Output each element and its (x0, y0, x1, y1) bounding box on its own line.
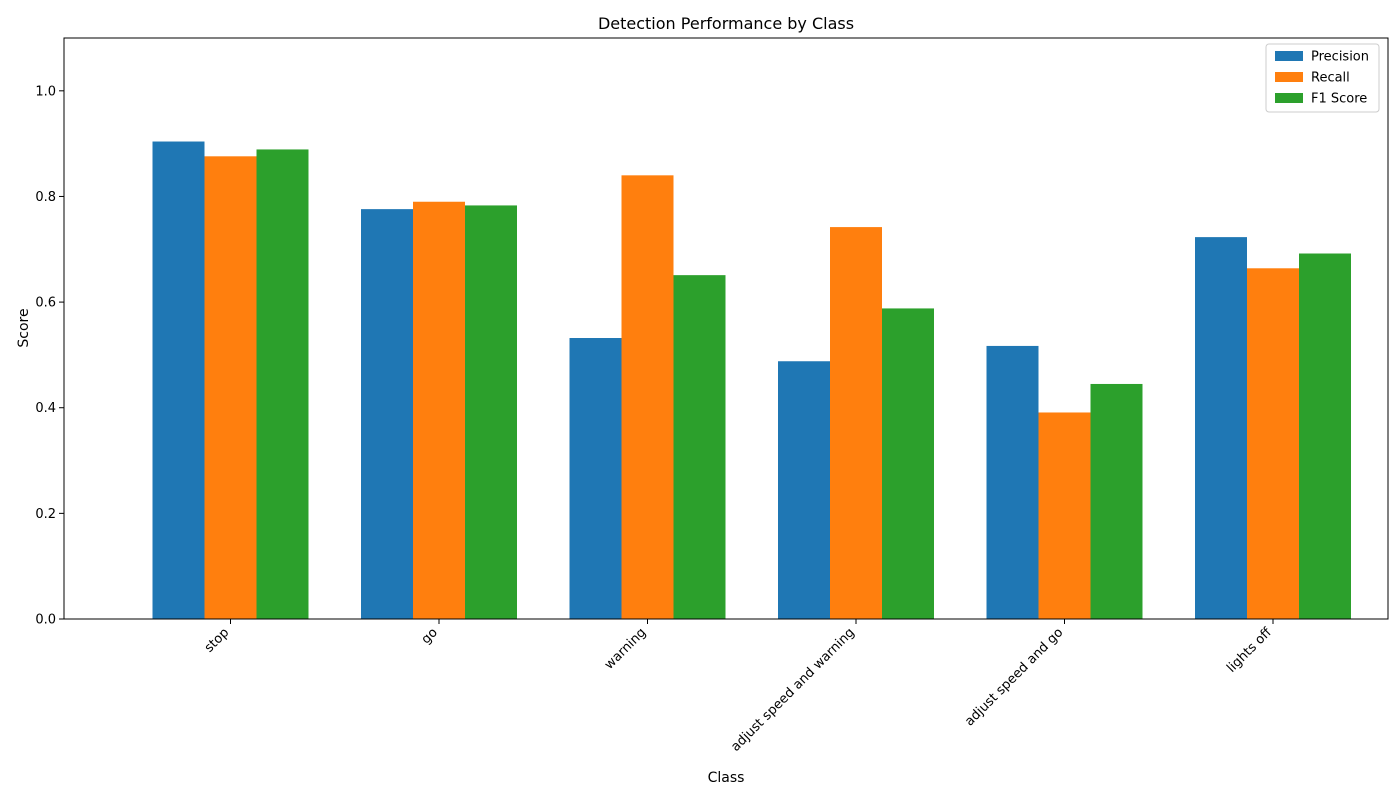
x-tick-label: lights off (1224, 624, 1275, 675)
bar-recall-adjust-speed-and-go (1038, 412, 1091, 619)
legend-label: Precision (1311, 50, 1369, 65)
legend-label: Recall (1311, 71, 1350, 86)
y-tick-label: 0.0 (35, 613, 56, 628)
bar-precision-stop (152, 141, 205, 619)
y-tick-label: 0.6 (35, 296, 56, 311)
legend-swatch (1275, 72, 1303, 82)
bar-recall-stop (204, 156, 257, 619)
y-tick-label: 0.8 (35, 190, 56, 205)
bar-f1-score-adjust-speed-and-go (1090, 383, 1143, 619)
bar-f1-score-warning (673, 275, 726, 619)
bar-recall-go (413, 201, 465, 620)
bar-f1-score-lights-off (1299, 253, 1351, 619)
bar-recall-warning (621, 175, 674, 619)
chart-title: Detection Performance by Class (598, 14, 854, 33)
bar-precision-warning (569, 338, 622, 619)
plot-area: 0.0 0.2 0.4 0.6 0.8 1.0 stop go warning adjust sp… (35, 37, 1389, 755)
axes-frame (63, 37, 1389, 620)
legend: Precision Recall F1 Score (1265, 43, 1380, 113)
bar-f1-score-adjust-speed-and-warning (882, 308, 934, 619)
x-tick-label: adjust speed and go (962, 625, 1066, 729)
bar-precision-adjust-speed-and-go (986, 345, 1039, 619)
x-tick-label: go (419, 625, 441, 647)
bar-f1-score-go (465, 205, 517, 619)
y-tick-label: 0.2 (35, 507, 56, 522)
bar-recall-lights-off (1247, 268, 1299, 619)
legend-swatch (1275, 51, 1303, 61)
legend-swatch (1275, 93, 1303, 103)
x-axis-label: Class (708, 770, 745, 786)
x-tick-label: warning (602, 625, 649, 672)
legend-label: F1 Score (1311, 92, 1367, 107)
bar-precision-go (361, 209, 413, 619)
bar-precision-adjust-speed-and-warning (778, 361, 830, 619)
bar-f1-score-stop (256, 149, 309, 619)
y-tick-label: 1.0 (35, 84, 56, 99)
x-tick-label: stop (202, 625, 232, 655)
bar-recall-adjust-speed-and-warning (830, 227, 882, 619)
y-tick-label: 0.4 (35, 401, 56, 416)
y-axis-label: Score (16, 308, 32, 347)
bar-precision-lights-off (1195, 237, 1247, 619)
x-tick-label: adjust speed and warning (728, 625, 857, 754)
